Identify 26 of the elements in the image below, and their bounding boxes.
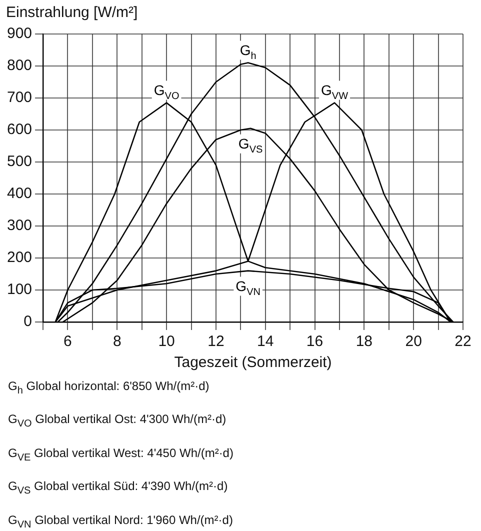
x-tick-label: 22 [454, 333, 472, 350]
text: G$_{VS}$ Global vertikal Süd: 4'390 Wh/(m²·d) [8, 478, 229, 499]
y-tick-label: 100 [6, 281, 32, 298]
text: G$_{VN}$ Global vertikal Nord: 1'960 Wh/(m²·d) [8, 512, 234, 531]
x-tick-label: 18 [356, 333, 373, 350]
y-tick-label: 900 [6, 25, 32, 42]
x-tick-label: 16 [306, 333, 324, 350]
text: G$_{VE}$ Global vertikal West: 4'450 Wh/(m²·d) [8, 444, 234, 466]
y-tick-label: 0 [24, 313, 32, 330]
y-tick-label: 800 [6, 57, 32, 74]
x-axis-title: Tageszeit (Sommerzeit) [174, 354, 332, 372]
y-tick-label: 400 [6, 185, 32, 202]
x-tick-label: 8 [112, 333, 122, 350]
x-tick-label: 10 [158, 333, 175, 350]
y-axis-title: Einstrahlung [W/m²] [6, 4, 138, 21]
y-tick-label: 300 [6, 217, 32, 234]
x-tick-label: 14 [257, 333, 274, 350]
text: G$_{VO}$ Global vertikal Ost: 4'300 Wh/(m²·d) [8, 411, 228, 432]
y-tick-label: 500 [6, 153, 32, 170]
text: G$_{h}$ Global horizontal: 6'850 Wh/(m²·d) [8, 378, 210, 398]
x-tick-label: 20 [405, 333, 422, 350]
y-tick-label: 600 [6, 121, 32, 138]
x-tick-label: 6 [64, 333, 72, 350]
y-tick-label: 700 [6, 89, 32, 106]
y-tick-label: 200 [6, 249, 32, 266]
x-tick-label: 12 [208, 333, 224, 350]
